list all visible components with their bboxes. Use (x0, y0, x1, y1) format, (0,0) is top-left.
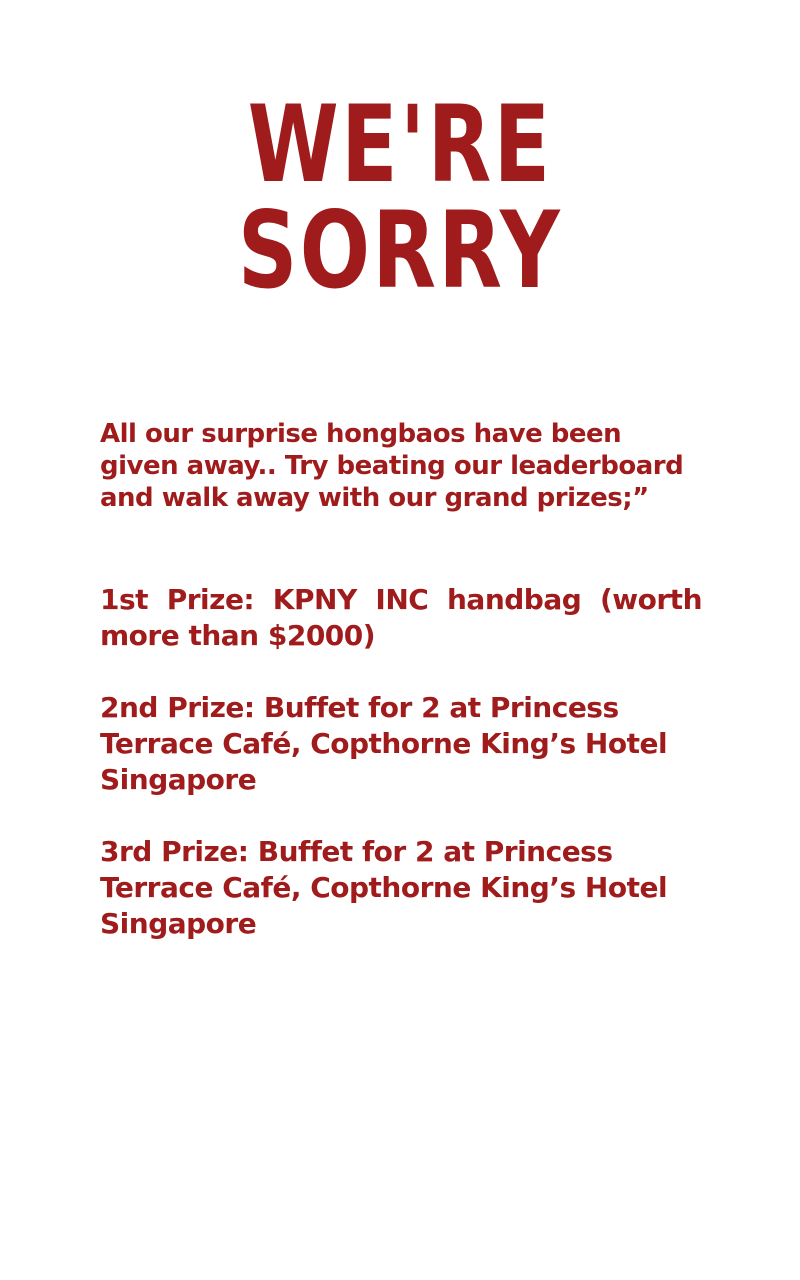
prize-list: 1st Prize: KPNY INC handbag (worth more … (100, 582, 703, 978)
page-title: WE'RE SORRY (237, 83, 563, 312)
first-prize: 1st Prize: KPNY INC handbag (worth more … (100, 583, 703, 652)
second-prize: 2nd Prize: Buffet for 2 at Princess Terr… (100, 691, 668, 796)
third-prize: 3rd Prize: Buffet for 2 at Princess Terr… (100, 835, 668, 940)
sorry-message: All our surprise hongbaos have been give… (100, 419, 684, 513)
